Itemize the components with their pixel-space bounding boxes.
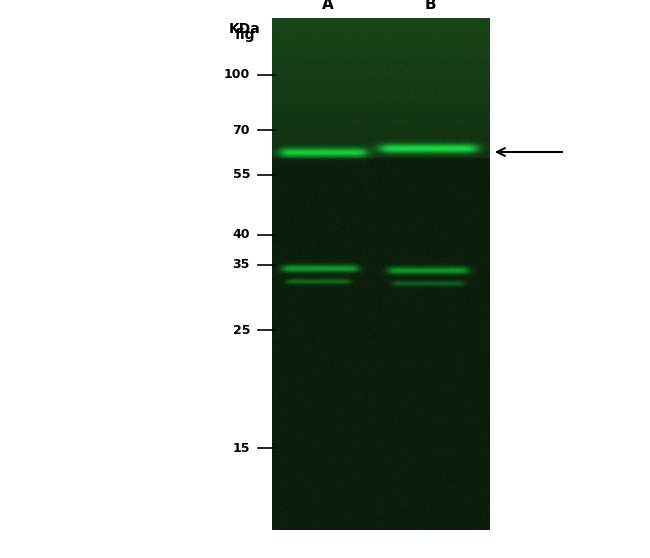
Text: B: B <box>424 0 436 12</box>
Text: 55: 55 <box>233 169 250 181</box>
Text: 100: 100 <box>224 69 250 81</box>
Text: 35: 35 <box>233 258 250 272</box>
Text: 25: 25 <box>233 324 250 336</box>
Text: 40: 40 <box>233 228 250 242</box>
Text: KDa: KDa <box>229 22 261 36</box>
Text: fig: fig <box>235 28 255 42</box>
Text: 70: 70 <box>233 123 250 137</box>
Text: A: A <box>322 0 334 12</box>
Text: 15: 15 <box>233 441 250 455</box>
